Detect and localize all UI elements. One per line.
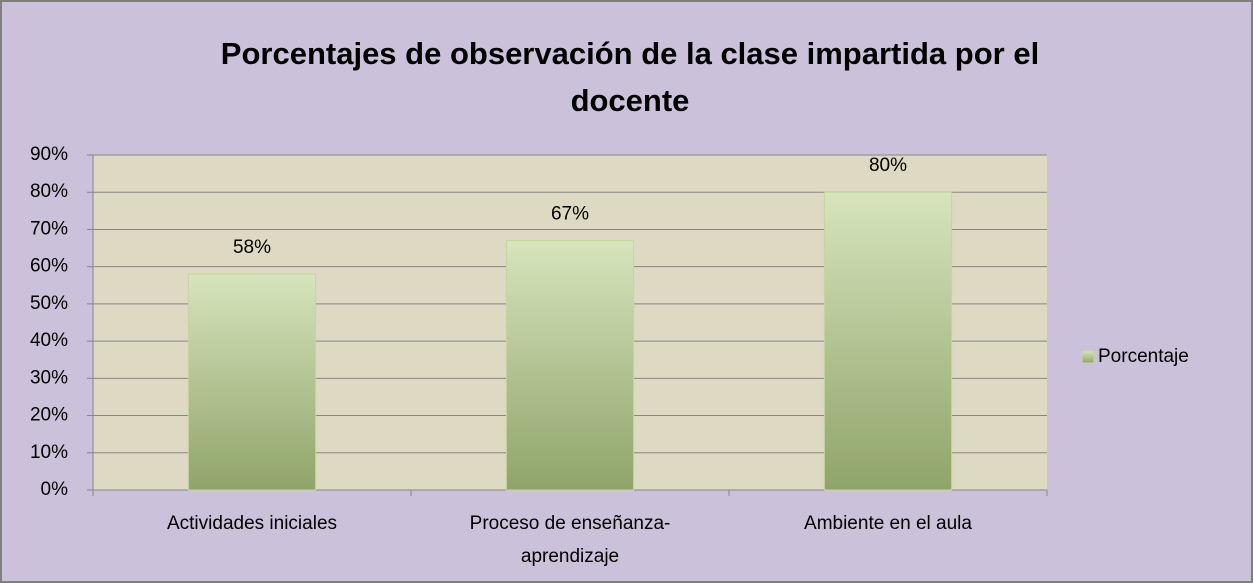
legend-swatch [1081,350,1095,364]
legend-label: Porcentaje [1098,346,1189,367]
y-tick-label: 70% [30,218,68,239]
bar [505,240,635,491]
y-tick-label: 90% [30,144,68,165]
y-tick-label: 20% [30,405,68,426]
chart-title: Porcentajes de observación de la clase i… [220,36,1040,118]
y-tick-label: 40% [30,330,68,351]
bar [823,191,953,491]
y-tick-label: 0% [41,479,69,500]
data-label: 80% [869,155,907,176]
y-tick-label: 30% [30,367,68,388]
data-label: 67% [551,204,589,225]
data-label: 58% [233,237,271,258]
y-tick-label: 60% [30,256,68,277]
x-tick-label: Proceso de enseñanza-aprendizaje [470,513,671,567]
x-tick-label: Actividades iniciales [167,513,337,534]
x-tick-label: Ambiente en el aula [804,513,972,534]
bar [187,273,317,491]
y-tick-label: 50% [30,293,68,314]
y-tick-label: 80% [30,181,68,202]
y-tick-label: 10% [30,442,68,463]
